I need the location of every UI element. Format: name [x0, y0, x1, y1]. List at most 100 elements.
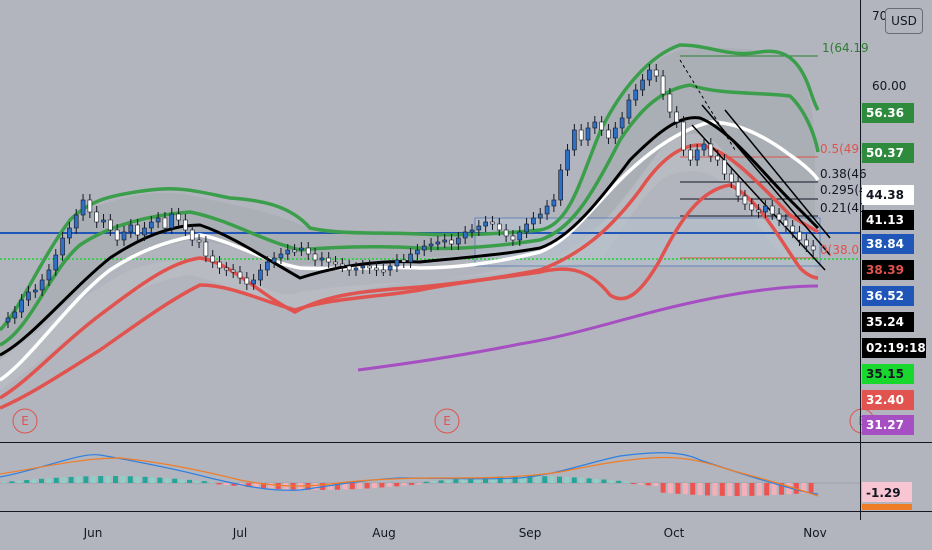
fib-labels: 1(64.19 0.5(49. 0.38(46 0.295(4 0.21(41 0(38.…: [820, 41, 869, 257]
macd-bar: [157, 477, 163, 483]
candle-body: [708, 143, 714, 157]
macd-bar: [224, 483, 229, 486]
price-tag-last-price: [862, 312, 914, 332]
price-tag-label: 41.13: [866, 213, 904, 227]
candle-body: [203, 241, 209, 257]
candle-body: [340, 263, 345, 267]
macd-bar: [468, 478, 474, 483]
candle-body: [503, 229, 509, 237]
price-tag-white-ma: [862, 185, 914, 205]
candle-body: [783, 219, 789, 227]
macd-bar: [660, 483, 666, 493]
candle-body: [380, 269, 386, 273]
currency-button[interactable]: USD: [885, 8, 923, 34]
candle-body: [790, 225, 796, 233]
macd-bar: [364, 483, 370, 489]
macd-bar: [808, 483, 814, 493]
candle-body: [374, 267, 379, 271]
channel-line-2[interactable]: [701, 104, 831, 256]
macd-value-label: -1.29: [866, 486, 901, 500]
candle-body: [401, 259, 407, 263]
macd-value-tag: [862, 482, 912, 502]
candle-body: [722, 159, 727, 175]
macd-bar: [327, 483, 333, 490]
macd-bar: [68, 476, 74, 483]
macd-bar: [645, 483, 651, 486]
fib-level-label: 0.295(4: [820, 183, 867, 197]
ma-200-line[interactable]: [357, 284, 819, 372]
candle-body: [60, 237, 65, 256]
candle-body: [694, 149, 700, 161]
white-ma-line[interactable]: [0, 120, 820, 382]
candle-body: [108, 219, 113, 231]
macd-histogram: [2, 476, 814, 496]
macd-bar: [53, 477, 59, 483]
channel-line-1[interactable]: [691, 124, 826, 271]
earnings-marker[interactable]: E: [434, 408, 460, 434]
candle-body: [606, 129, 611, 139]
candle-body: [763, 205, 768, 213]
candle-body: [572, 129, 577, 151]
macd-bar: [668, 483, 673, 494]
candle-body: [435, 241, 441, 245]
candle-body: [735, 181, 741, 197]
upper-band-inner-line[interactable]: [0, 83, 820, 347]
candle-body: [67, 227, 72, 239]
candle-body: [32, 289, 38, 293]
macd-bar: [98, 476, 104, 483]
price-tick-label: 60.00: [872, 79, 906, 93]
candle-body: [715, 155, 720, 161]
macd-bar: [742, 483, 747, 496]
candle-body: [551, 199, 557, 207]
candle-body: [804, 239, 809, 247]
fib-level-label: 1(64.19: [822, 41, 869, 55]
time-label: Jul: [232, 526, 247, 540]
candle-body: [633, 89, 639, 101]
macd-bar: [90, 476, 96, 483]
candle-body: [462, 231, 468, 239]
candle-body: [599, 121, 604, 131]
macd-bar: [460, 478, 466, 483]
macd-bar: [512, 476, 518, 483]
macd-bar: [431, 481, 437, 483]
macd-bar: [105, 476, 111, 483]
fib-level-label: 0(38.0: [820, 243, 859, 257]
macd-bar: [386, 483, 392, 487]
macd-bar: [623, 481, 629, 483]
macd-bar: [756, 483, 762, 496]
macd-bar: [150, 477, 155, 483]
candle-body: [285, 249, 291, 255]
macd-bar: [534, 476, 540, 483]
candle-body: [797, 231, 802, 241]
candle-body: [162, 217, 168, 229]
macd-bar: [653, 483, 659, 487]
macd-bar: [342, 483, 348, 490]
black-ma-line[interactable]: [0, 116, 820, 357]
candle-body: [292, 249, 297, 253]
channel-line-3[interactable]: [724, 109, 831, 239]
candle-body: [333, 261, 338, 265]
macd-signal-line: [0, 456, 819, 497]
candle-body: [148, 221, 154, 229]
candle-body: [346, 265, 352, 271]
price-tag-lower-band-outer: [862, 390, 914, 410]
candle-body: [258, 269, 263, 281]
candle-body: [660, 75, 666, 95]
time-label: Aug: [372, 526, 395, 540]
price-tag-label: 35.24: [866, 315, 904, 329]
macd-bar: [616, 480, 622, 483]
upper-band-outer-line[interactable]: [0, 43, 820, 332]
candle-body: [196, 239, 202, 243]
macd-bar: [475, 477, 481, 483]
earnings-marker[interactable]: E: [12, 408, 38, 434]
macd-bar: [727, 483, 733, 496]
candle-body: [496, 223, 502, 231]
macd-signal-tag: [862, 504, 912, 510]
candle-body: [667, 93, 673, 113]
time-axis[interactable]: Jun Jul Aug Sep Oct Nov: [83, 526, 827, 540]
candle-body: [251, 279, 256, 285]
candle-body: [619, 117, 625, 129]
macd-bar: [571, 477, 577, 483]
